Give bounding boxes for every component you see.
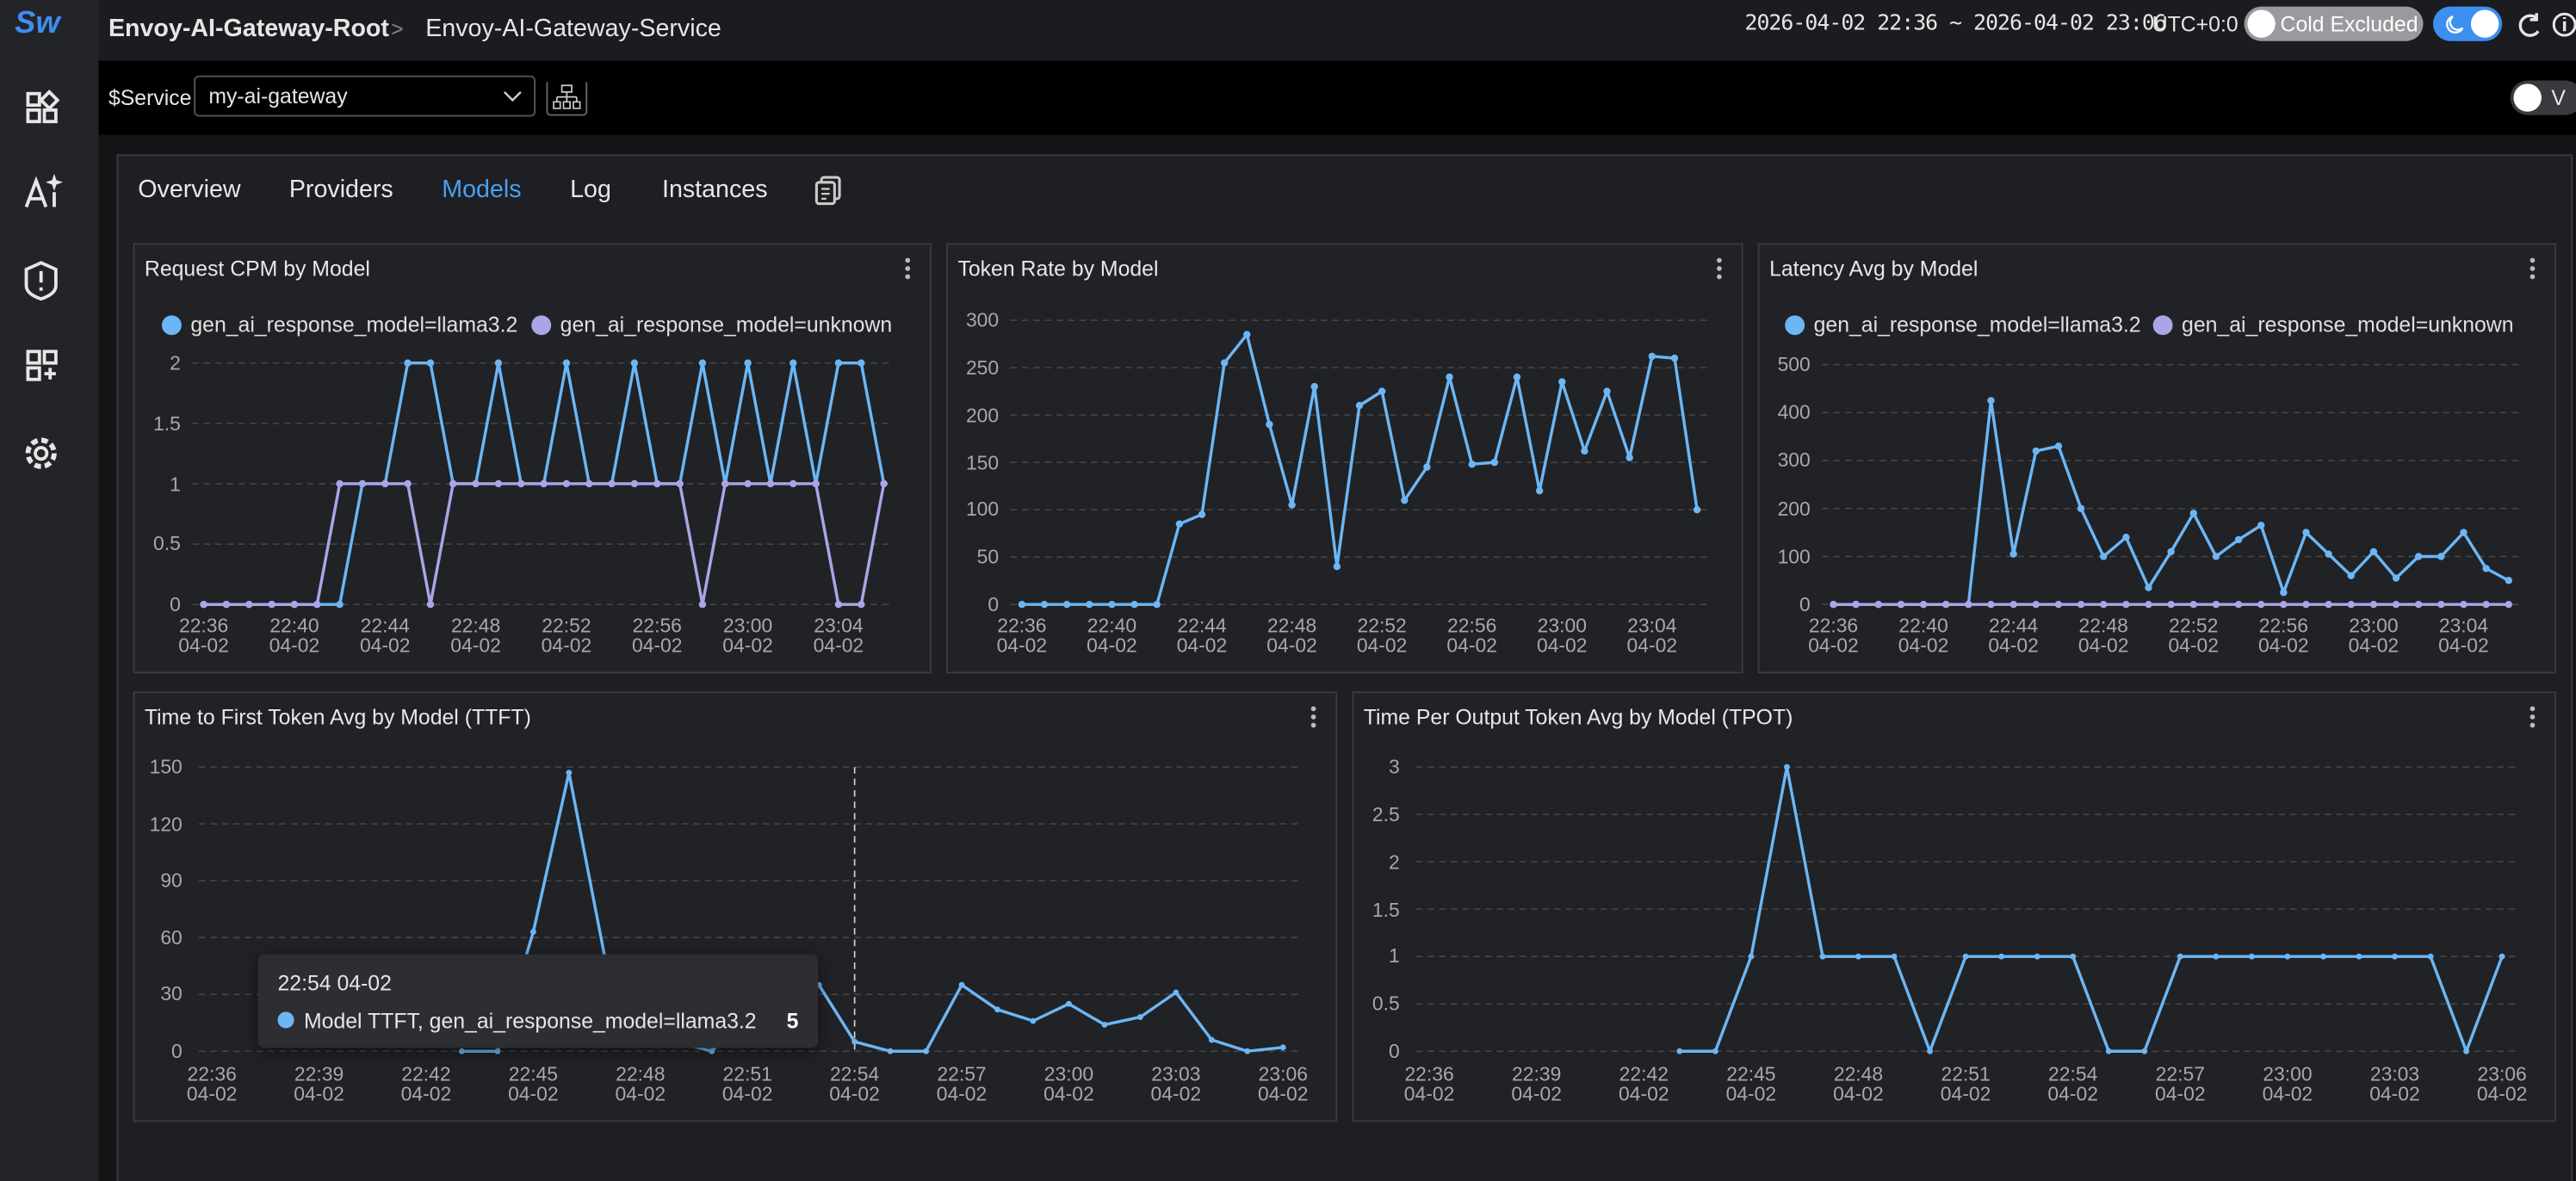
y-tick-label: 2 — [115, 353, 181, 373]
y-tick-label: 1 — [115, 474, 181, 494]
legend-label: gen_ai_response_model=llama3.2 — [1814, 313, 2141, 337]
tooltip-value: 5 — [787, 1009, 799, 1034]
x-tick-label: 22:39 04-02 — [262, 1064, 377, 1104]
y-tick-label: 250 — [933, 358, 999, 378]
y-tick-label: 120 — [116, 814, 182, 834]
x-tick-label: 22:39 04-02 — [1479, 1064, 1595, 1104]
y-tick-label: 100 — [1744, 547, 1810, 566]
x-tick-label: 22:54 04-02 — [797, 1064, 913, 1104]
x-tick-label: 22:42 04-02 — [1587, 1064, 1702, 1104]
tooltip: 22:54 04-02 Model TTFT, gen_ai_response_m… — [258, 955, 819, 1048]
y-tick-label: 100 — [933, 500, 999, 520]
y-tick-label: 200 — [1744, 498, 1810, 518]
y-tick-label: 30 — [116, 985, 182, 1005]
x-tick-label: 22:42 04-02 — [368, 1064, 484, 1104]
y-tick-label: 90 — [116, 871, 182, 891]
y-tick-label: 1 — [1334, 947, 1399, 967]
tooltip-label: Model TTFT, gen_ai_response_model=llama3… — [304, 1009, 757, 1034]
y-tick-label: 2.5 — [1334, 805, 1399, 825]
x-tick-label: 22:48 04-02 — [583, 1064, 698, 1104]
tooltip-marker — [277, 1011, 294, 1028]
x-tick-label: 22:57 04-02 — [2123, 1064, 2239, 1104]
x-tick-label: 22:48 04-02 — [1801, 1064, 1917, 1104]
y-tick-label: 0 — [1334, 1042, 1399, 1061]
legend-label: gen_ai_response_model=unknown — [2182, 313, 2513, 337]
y-tick-label: 150 — [933, 453, 999, 473]
x-tick-label: 22:36 04-02 — [1372, 1064, 1487, 1104]
x-tick-label: 23:04 04-02 — [781, 616, 896, 656]
y-tick-label: 150 — [116, 757, 182, 777]
y-tick-label: 0.5 — [1334, 994, 1399, 1014]
x-tick-label: 23:03 04-02 — [2338, 1064, 2453, 1104]
y-tick-label: 50 — [933, 547, 999, 567]
y-tick-label: 60 — [116, 928, 182, 948]
y-tick-label: 400 — [1744, 403, 1810, 423]
x-tick-label: 23:00 04-02 — [1012, 1064, 1127, 1104]
x-tick-label: 23:06 04-02 — [2444, 1064, 2560, 1104]
y-tick-label: 1.5 — [1334, 900, 1399, 919]
y-tick-label: 0.5 — [115, 535, 181, 554]
y-tick-label: 2 — [1334, 852, 1399, 872]
x-tick-label: 23:06 04-02 — [1225, 1064, 1341, 1104]
tooltip-title: 22:54 04-02 — [277, 971, 391, 996]
y-tick-label: 3 — [1334, 757, 1399, 777]
x-tick-label: 23:04 04-02 — [2406, 616, 2522, 656]
legend-label: gen_ai_response_model=unknown — [560, 313, 892, 337]
y-tick-label: 200 — [933, 405, 999, 425]
y-tick-label: 1.5 — [115, 413, 181, 433]
y-tick-label: 300 — [1744, 451, 1810, 471]
y-tick-label: 0 — [933, 595, 999, 615]
x-tick-label: 23:04 04-02 — [1595, 616, 1710, 656]
legend-label: gen_ai_response_model=llama3.2 — [190, 313, 517, 337]
y-tick-label: 300 — [933, 311, 999, 331]
y-tick-label: 0 — [115, 595, 181, 615]
y-tick-label: 0 — [1744, 595, 1810, 615]
x-tick-label: 22:51 04-02 — [1908, 1064, 2023, 1104]
y-tick-label: 500 — [1744, 355, 1810, 374]
x-tick-label: 22:54 04-02 — [2016, 1064, 2131, 1104]
y-tick-label: 0 — [116, 1042, 182, 1061]
x-tick-label: 22:57 04-02 — [904, 1064, 1019, 1104]
x-tick-label: 22:45 04-02 — [476, 1064, 591, 1104]
x-tick-label: 22:45 04-02 — [1694, 1064, 1809, 1104]
x-tick-label: 23:03 04-02 — [1118, 1064, 1234, 1104]
x-tick-label: 22:36 04-02 — [154, 1064, 269, 1104]
x-tick-label: 23:00 04-02 — [2230, 1064, 2345, 1104]
x-tick-label: 22:51 04-02 — [690, 1064, 805, 1104]
